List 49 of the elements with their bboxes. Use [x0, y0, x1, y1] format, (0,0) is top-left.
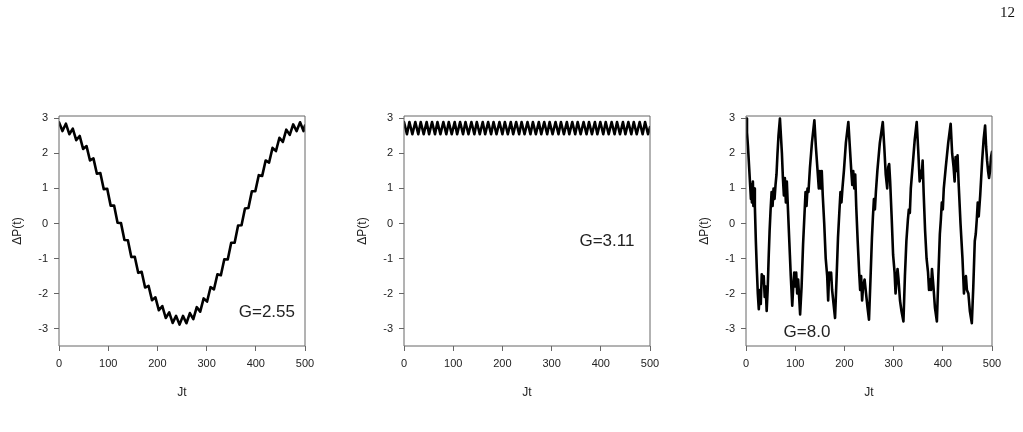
y-tick-label: -2: [38, 286, 48, 299]
y-tick-label: -1: [38, 251, 48, 264]
x-tick-label: 500: [295, 356, 315, 369]
x-axis-title: Jt: [177, 385, 188, 400]
y-tick-label: 1: [41, 181, 48, 194]
x-tick-label: 500: [982, 356, 1002, 369]
y-tick-label: 2: [728, 146, 735, 159]
x-tick-label: 400: [246, 356, 265, 369]
y-tick-label: 0: [386, 216, 393, 229]
annotation: G=2.55: [238, 301, 295, 321]
x-tick-label: 200: [493, 356, 512, 369]
annotation: G=3.11: [579, 230, 635, 250]
x-tick-label: 300: [197, 356, 216, 369]
y-tick-label: -3: [725, 321, 735, 334]
y-tick-label: 0: [728, 216, 735, 229]
y-tick-label: -2: [383, 286, 393, 299]
x-tick-label: 0: [742, 356, 750, 369]
x-tick-label: 0: [55, 356, 63, 369]
y-axis-title: ΔP(t): [9, 217, 24, 245]
x-axis-title: Jt: [522, 385, 533, 400]
x-tick-label: 400: [591, 356, 610, 369]
x-tick-label: 200: [835, 356, 854, 369]
y-tick-label: 1: [386, 181, 393, 194]
y-tick-label: 3: [386, 111, 393, 124]
y-tick-label: -1: [383, 251, 393, 264]
annotation: G=8.0: [783, 321, 831, 341]
x-tick-label: 300: [542, 356, 561, 369]
x-tick-label: 100: [786, 356, 805, 369]
x-tick-label: 300: [884, 356, 903, 369]
y-tick-label: 0: [41, 216, 48, 229]
x-tick-label: 400: [933, 356, 952, 369]
x-axis-title: Jt: [864, 385, 875, 400]
x-tick-label: 100: [99, 356, 118, 369]
y-axis-title: ΔP(t): [696, 217, 711, 245]
y-tick-label: 3: [41, 111, 48, 124]
y-tick-label: -1: [725, 251, 735, 264]
x-tick-label: 200: [148, 356, 167, 369]
y-tick-label: -3: [38, 321, 48, 334]
y-tick-label: 2: [41, 146, 48, 159]
y-axis-title: ΔP(t): [354, 217, 369, 245]
y-tick-label: -2: [725, 286, 735, 299]
y-tick-label: 3: [728, 111, 735, 124]
text: 12: [1000, 4, 1015, 21]
x-tick-label: 0: [400, 356, 408, 369]
y-tick-label: 2: [386, 146, 393, 159]
x-tick-label: 100: [444, 356, 463, 369]
y-tick-label: 1: [728, 181, 735, 194]
x-tick-label: 500: [640, 356, 660, 369]
y-tick-label: -3: [383, 321, 393, 334]
